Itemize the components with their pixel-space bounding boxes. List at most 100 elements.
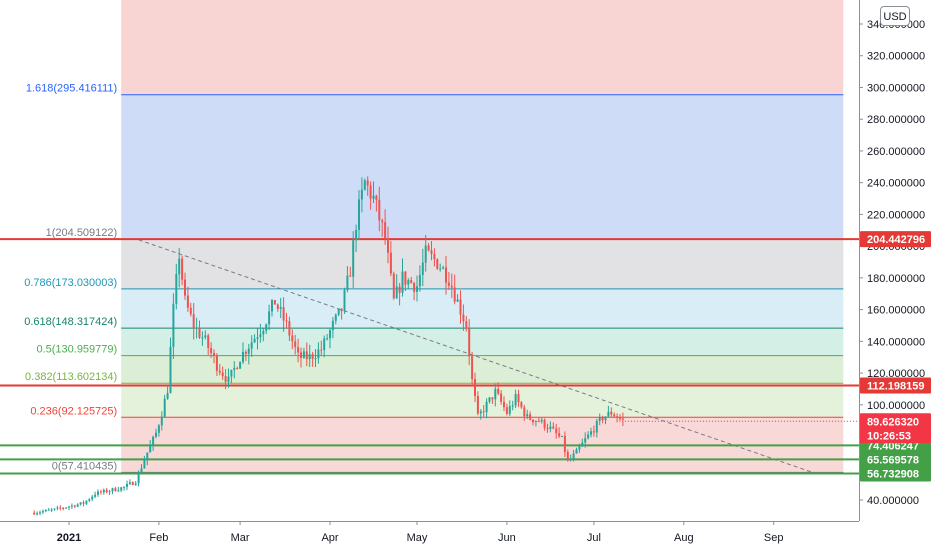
svg-text:10:26:53: 10:26:53 (867, 430, 911, 442)
candle (398, 282, 401, 306)
time-axis-bg (0, 521, 859, 550)
price-axis-labels: 204.442796 112.198159 74.406247 65.569578 56… (860, 231, 931, 482)
candle (549, 421, 552, 433)
candle (352, 231, 355, 289)
candle (157, 423, 160, 437)
candle (372, 181, 375, 203)
price-tick-label: 260.000000 (867, 146, 925, 158)
candle (523, 404, 526, 421)
candle (302, 347, 305, 359)
candle (476, 391, 479, 416)
candle (387, 226, 389, 264)
candle (355, 224, 358, 252)
candle (517, 389, 520, 408)
candle (436, 258, 439, 270)
candle (320, 340, 323, 356)
trendline[interactable] (138, 239, 815, 474)
candle (94, 491, 97, 499)
candle (186, 286, 189, 312)
candle (213, 349, 215, 364)
candle (195, 317, 198, 339)
candle (331, 317, 334, 338)
fib-band-top (121, 0, 844, 95)
candle (105, 487, 108, 494)
candle (505, 403, 508, 416)
candle (294, 334, 297, 355)
candle (227, 368, 230, 388)
candle (534, 420, 537, 427)
candle (389, 241, 392, 277)
candle (433, 248, 436, 267)
candle (99, 489, 102, 495)
candle (88, 498, 91, 503)
candle (358, 190, 360, 240)
candle (479, 409, 482, 420)
candle (334, 313, 337, 325)
svg-text:204.442796: 204.442796 (867, 234, 925, 246)
candle (607, 405, 610, 418)
price-tick-label: 100.000000 (867, 400, 925, 412)
candle (456, 294, 459, 303)
candle (592, 425, 595, 437)
fib-label-0.382: 0.382(113.602134) (25, 371, 117, 383)
candle (485, 398, 488, 419)
price-tick-label: 320.000000 (867, 51, 925, 63)
candle (39, 510, 41, 516)
candle (430, 240, 433, 261)
candle (33, 510, 36, 516)
candle (149, 439, 152, 453)
currency-button[interactable]: USD (880, 6, 910, 26)
fib-band-0.382 (121, 383, 844, 418)
candle (540, 417, 543, 424)
fib-band-0.618 (121, 328, 844, 356)
candle (215, 353, 218, 376)
fib-label-0.618: 0.618(148.317424) (24, 316, 117, 328)
candle (584, 432, 587, 448)
candle (555, 423, 558, 439)
candle (300, 347, 302, 368)
candle (439, 263, 442, 272)
candle (291, 329, 294, 350)
candle (91, 494, 94, 502)
candle (271, 299, 273, 317)
fib-level-labels: 1.618(295.416111) 1(204.509122) 0.786(173.… (24, 83, 117, 473)
svg-text:89.626320: 89.626320 (867, 416, 919, 428)
candle (595, 418, 598, 438)
candle (619, 414, 621, 422)
fib-label-0.236: 0.236(92.125725) (30, 405, 117, 417)
candle (418, 265, 421, 292)
candle (421, 248, 424, 287)
candle (482, 405, 485, 418)
candle (329, 327, 331, 349)
candle (181, 255, 184, 286)
horizontal-lines[interactable] (0, 238, 859, 475)
candle (76, 503, 79, 508)
candle (279, 297, 282, 319)
candle (65, 507, 68, 509)
candle (442, 265, 445, 270)
candle (128, 479, 131, 485)
time-tick-label: Mar (231, 532, 250, 544)
candle (566, 449, 569, 462)
candle (384, 209, 387, 245)
candle (68, 505, 70, 511)
candle (366, 176, 369, 196)
candle (117, 486, 120, 492)
candle (378, 186, 381, 232)
candle (137, 470, 140, 487)
fib-band-0.5 (121, 355, 844, 384)
candle (462, 304, 465, 331)
candle (581, 438, 584, 447)
candle (73, 504, 76, 509)
candle (497, 382, 500, 396)
candle (114, 486, 117, 492)
candle (601, 415, 604, 424)
candle (503, 396, 505, 412)
candle (250, 335, 253, 357)
candle (491, 397, 494, 405)
candle (108, 489, 111, 495)
time-axis[interactable]: 2021 Feb Mar Apr May Jun Jul Aug Sep (0, 521, 859, 550)
candle (59, 505, 62, 511)
candle (369, 181, 372, 210)
